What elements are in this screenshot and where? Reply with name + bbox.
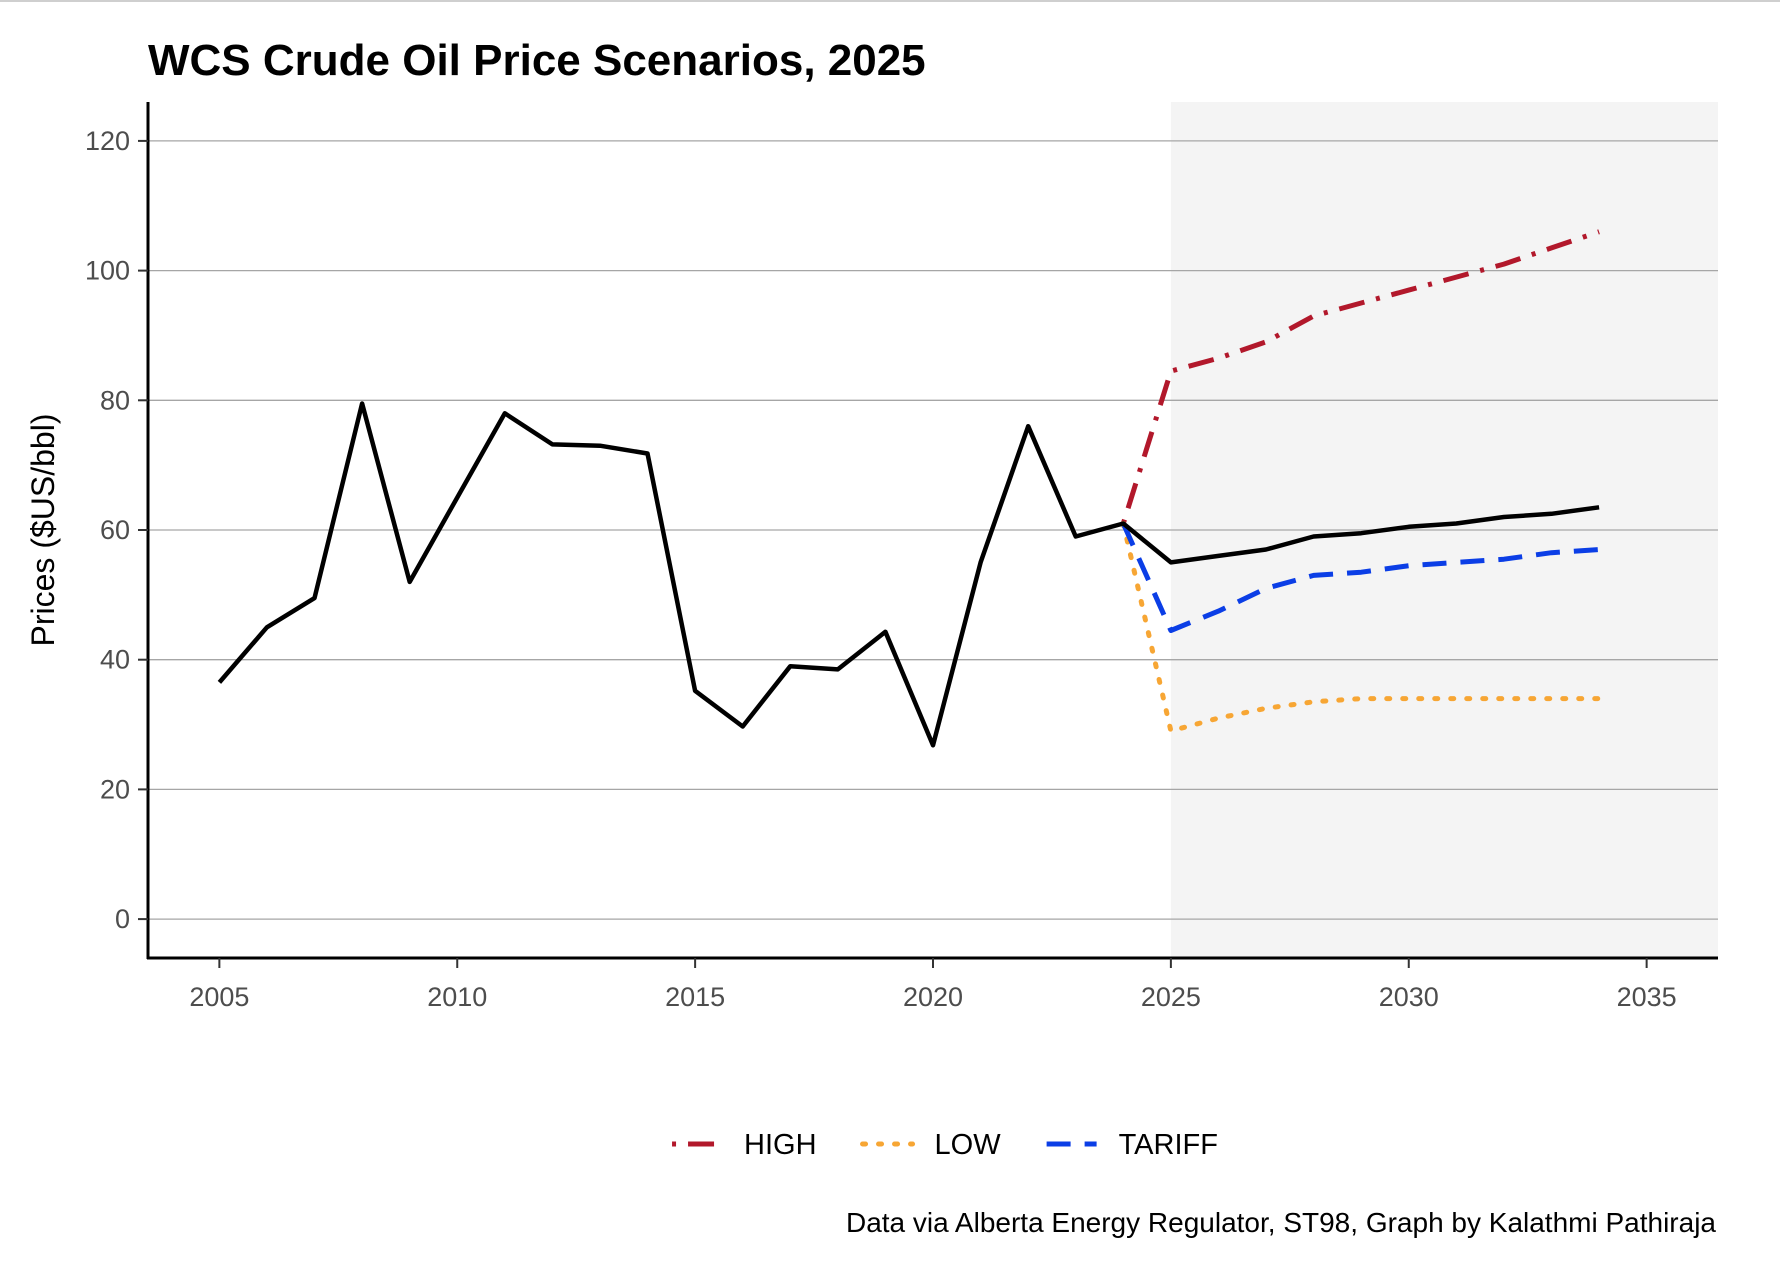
legend-label-low: LOW: [935, 1129, 1002, 1161]
x-tick-label-2005: 2005: [189, 982, 249, 1012]
series-line-low: [1120, 521, 1602, 734]
caption: Data via Alberta Energy Regulator, ST98,…: [846, 1207, 1716, 1238]
chart-title: WCS Crude Oil Price Scenarios, 2025: [148, 36, 926, 85]
y-tick-label-20: 20: [100, 774, 130, 804]
y-tick-label-100: 100: [85, 256, 130, 286]
gridlines: [148, 140, 1718, 920]
series-line-tariff: [1121, 522, 1600, 633]
y-tick-label-0: 0: [115, 904, 130, 934]
tick-labels: 0 20 40 60 80 100 120 2005 2010 2015 2020 2025 2030 2…: [85, 126, 1677, 1012]
y-tick-label-120: 120: [85, 126, 130, 156]
y-tick-label-60: 60: [100, 515, 130, 545]
legend-label-high: HIGH: [744, 1129, 817, 1161]
legend: HIGH LOW TARIFF: [672, 1129, 1218, 1161]
series-layer: [217, 229, 1602, 748]
y-tick-label-40: 40: [100, 645, 130, 675]
x-tick-label-2025: 2025: [1141, 982, 1201, 1012]
x-tick-label-2010: 2010: [427, 982, 487, 1012]
x-tick-label-2020: 2020: [903, 982, 963, 1012]
x-tick-label-2035: 2035: [1617, 982, 1677, 1012]
x-tick-label-2030: 2030: [1379, 982, 1439, 1012]
series-line-high: [1120, 229, 1600, 525]
series-line-history: [217, 401, 1600, 748]
legend-label-tariff: TARIFF: [1119, 1129, 1218, 1161]
top-rule: [0, 0, 1780, 2]
x-tick-label-2015: 2015: [665, 982, 725, 1012]
y-tick-label-80: 80: [100, 385, 130, 415]
y-axis-title: Prices ($US/bbl): [25, 414, 61, 647]
